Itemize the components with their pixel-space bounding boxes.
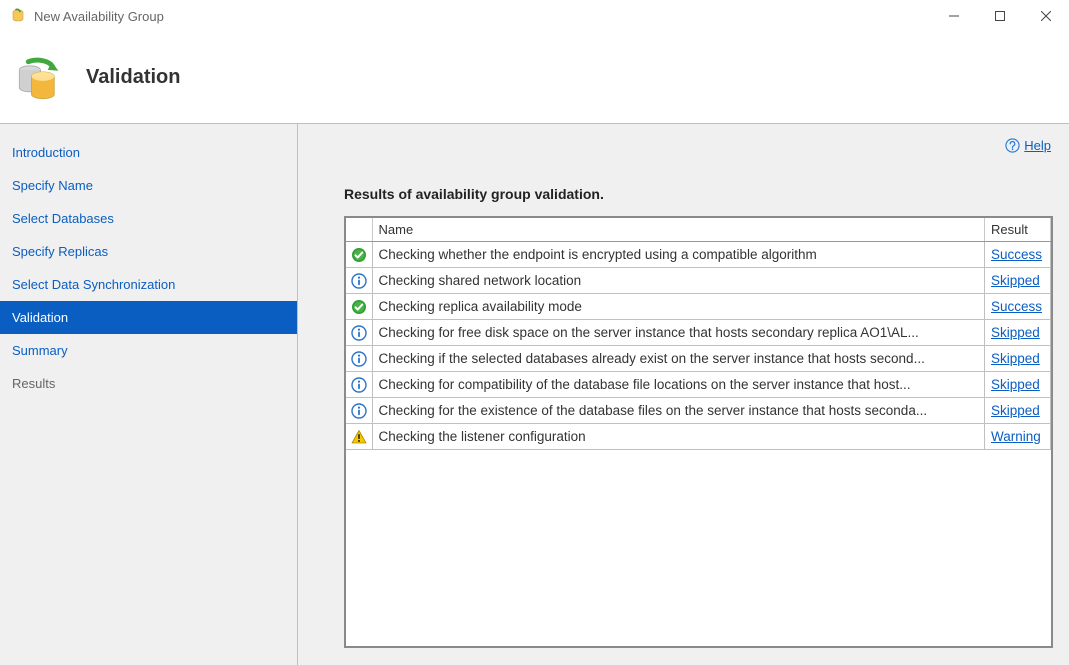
help-link[interactable]: Help xyxy=(1005,138,1051,153)
info-icon xyxy=(346,398,372,424)
result-link[interactable]: Skipped xyxy=(991,351,1040,366)
sidebar: Introduction Specify Name Select Databases… xyxy=(0,124,298,665)
sidebar-item-specify-replicas[interactable]: Specify Replicas xyxy=(0,235,297,268)
validation-result: Skipped xyxy=(985,268,1051,294)
sidebar-item-label: Specify Replicas xyxy=(12,244,108,259)
sidebar-item-label: Introduction xyxy=(12,145,80,160)
validation-name: Checking whether the endpoint is encrypt… xyxy=(372,242,985,268)
table-row[interactable]: Checking for free disk space on the serv… xyxy=(346,320,1051,346)
result-link[interactable]: Skipped xyxy=(991,403,1040,418)
validation-result: Warning xyxy=(985,424,1051,450)
sidebar-item-validation[interactable]: Validation xyxy=(0,301,297,334)
validation-name: Checking replica availability mode xyxy=(372,294,985,320)
validation-result: Skipped xyxy=(985,320,1051,346)
sidebar-item-summary[interactable]: Summary xyxy=(0,334,297,367)
validation-table: Name Result Checking whether the endpoin… xyxy=(346,218,1051,450)
result-link[interactable]: Warning xyxy=(991,429,1041,444)
sidebar-item-select-databases[interactable]: Select Databases xyxy=(0,202,297,235)
column-header-result[interactable]: Result xyxy=(985,218,1051,242)
validation-result: Success xyxy=(985,242,1051,268)
help-label: Help xyxy=(1024,138,1051,153)
sidebar-item-label: Select Databases xyxy=(12,211,114,226)
sidebar-item-label: Summary xyxy=(12,343,68,358)
title-bar: New Availability Group xyxy=(0,0,1069,32)
sidebar-item-label: Validation xyxy=(12,310,68,325)
sidebar-item-results: Results xyxy=(0,367,297,400)
result-link[interactable]: Success xyxy=(991,299,1042,314)
validation-result: Skipped xyxy=(985,346,1051,372)
success-icon xyxy=(346,294,372,320)
table-row[interactable]: Checking for compatibility of the databa… xyxy=(346,372,1051,398)
info-icon xyxy=(346,268,372,294)
page-title: Validation xyxy=(86,66,180,89)
validation-table-container: Name Result Checking whether the endpoin… xyxy=(344,216,1053,648)
sidebar-item-label: Specify Name xyxy=(12,178,93,193)
validation-name: Checking for the existence of the databa… xyxy=(372,398,985,424)
help-icon xyxy=(1005,138,1020,153)
result-link[interactable]: Success xyxy=(991,247,1042,262)
banner-icon xyxy=(12,52,64,104)
app-icon xyxy=(10,8,26,24)
validation-name: Checking if the selected databases alrea… xyxy=(372,346,985,372)
minimize-button[interactable] xyxy=(931,0,977,32)
result-link[interactable]: Skipped xyxy=(991,273,1040,288)
info-icon xyxy=(346,372,372,398)
success-icon xyxy=(346,242,372,268)
validation-result: Skipped xyxy=(985,372,1051,398)
validation-name: Checking for free disk space on the serv… xyxy=(372,320,985,346)
close-button[interactable] xyxy=(1023,0,1069,32)
validation-result: Success xyxy=(985,294,1051,320)
sidebar-item-label: Results xyxy=(12,376,55,391)
window-title: New Availability Group xyxy=(34,9,164,24)
info-icon xyxy=(346,320,372,346)
sidebar-item-label: Select Data Synchronization xyxy=(12,277,175,292)
table-row[interactable]: Checking if the selected databases alrea… xyxy=(346,346,1051,372)
info-icon xyxy=(346,346,372,372)
warning-icon xyxy=(346,424,372,450)
sidebar-item-specify-name[interactable]: Specify Name xyxy=(0,169,297,202)
table-row[interactable]: Checking replica availability mode Succes… xyxy=(346,294,1051,320)
sidebar-item-select-data-synchronization[interactable]: Select Data Synchronization xyxy=(0,268,297,301)
column-header-name[interactable]: Name xyxy=(372,218,985,242)
validation-name: Checking the listener configuration xyxy=(372,424,985,450)
result-link[interactable]: Skipped xyxy=(991,325,1040,340)
column-header-icon[interactable] xyxy=(346,218,372,242)
table-row[interactable]: Checking whether the endpoint is encrypt… xyxy=(346,242,1051,268)
sidebar-item-introduction[interactable]: Introduction xyxy=(0,136,297,169)
main-pane: Help Results of availability group valid… xyxy=(298,124,1069,665)
table-row[interactable]: Checking the listener configuration Warni… xyxy=(346,424,1051,450)
result-link[interactable]: Skipped xyxy=(991,377,1040,392)
maximize-button[interactable] xyxy=(977,0,1023,32)
validation-result: Skipped xyxy=(985,398,1051,424)
table-row[interactable]: Checking shared network location Skipped xyxy=(346,268,1051,294)
banner: Validation xyxy=(0,32,1069,124)
table-row[interactable]: Checking for the existence of the databa… xyxy=(346,398,1051,424)
results-heading: Results of availability group validation… xyxy=(344,186,1053,202)
validation-name: Checking shared network location xyxy=(372,268,985,294)
validation-name: Checking for compatibility of the databa… xyxy=(372,372,985,398)
